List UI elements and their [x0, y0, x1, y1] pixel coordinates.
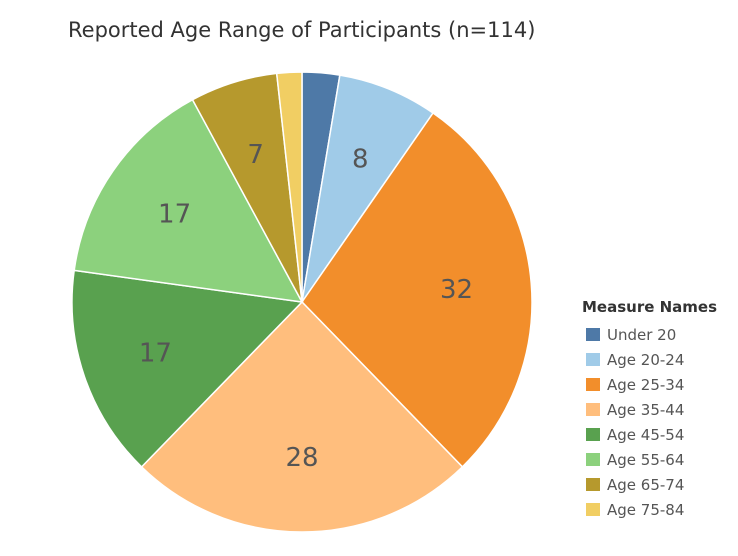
legend-swatch — [586, 378, 600, 391]
data-label-age-65-74: 7 — [247, 140, 264, 170]
pie-slice-age-55-64[interactable] — [73, 98, 304, 303]
legend-label: Age 55-64 — [607, 450, 685, 469]
data-label-age-25-34: 32 — [440, 275, 473, 305]
legend-label: Age 75-84 — [607, 500, 685, 519]
legend-swatch — [586, 353, 600, 366]
legend-swatch — [586, 428, 600, 441]
legend-item-age-45-54[interactable]: Age 45-54 — [582, 422, 717, 447]
legend-swatch — [586, 478, 600, 491]
legend-item-age-55-64[interactable]: Age 55-64 — [582, 447, 717, 472]
pie-slice-age-75-84[interactable] — [275, 71, 303, 303]
pie-slice-age-35-44[interactable] — [140, 300, 464, 533]
legend-item-age-35-44[interactable]: Age 35-44 — [582, 397, 717, 422]
legend: Measure Names Under 20 Age 20-24 Age 25-34… — [582, 298, 717, 522]
legend-label: Age 25-34 — [607, 375, 685, 394]
legend-swatch — [586, 453, 600, 466]
legend-label: Under 20 — [607, 325, 677, 344]
legend-label: Age 45-54 — [607, 425, 685, 444]
legend-title: Measure Names — [582, 298, 718, 316]
legend-item-age-65-74[interactable]: Age 65-74 — [582, 472, 717, 497]
pie-data-labels: 8 32 28 17 17 7 — [139, 140, 473, 473]
legend-items: Under 20 Age 20-24 Age 25-34 Age 35-44 Age 4… — [582, 322, 717, 522]
legend-item-age-25-34[interactable]: Age 25-34 — [582, 372, 717, 397]
legend-label: Age 35-44 — [607, 400, 685, 419]
pie-slices — [71, 71, 533, 533]
legend-label: Age 65-74 — [607, 475, 685, 494]
legend-swatch — [586, 328, 600, 341]
legend-swatch — [586, 503, 600, 516]
pie-slice-age-25-34[interactable] — [301, 111, 533, 468]
legend-item-age-20-24[interactable]: Age 20-24 — [582, 347, 717, 372]
chart-title: Reported Age Range of Participants (n=11… — [68, 18, 536, 42]
data-label-age-20-24: 8 — [352, 144, 369, 174]
legend-label: Age 20-24 — [607, 350, 685, 369]
pie-slice-age-20-24[interactable] — [301, 74, 435, 303]
data-label-age-55-64: 17 — [158, 200, 191, 230]
pie-slice-age-45-54[interactable] — [71, 269, 304, 468]
data-label-age-35-44: 28 — [285, 443, 318, 473]
legend-swatch — [586, 403, 600, 416]
data-label-age-45-54: 17 — [139, 338, 172, 368]
legend-item-under-20[interactable]: Under 20 — [582, 322, 717, 347]
legend-item-age-75-84[interactable]: Age 75-84 — [582, 497, 717, 522]
